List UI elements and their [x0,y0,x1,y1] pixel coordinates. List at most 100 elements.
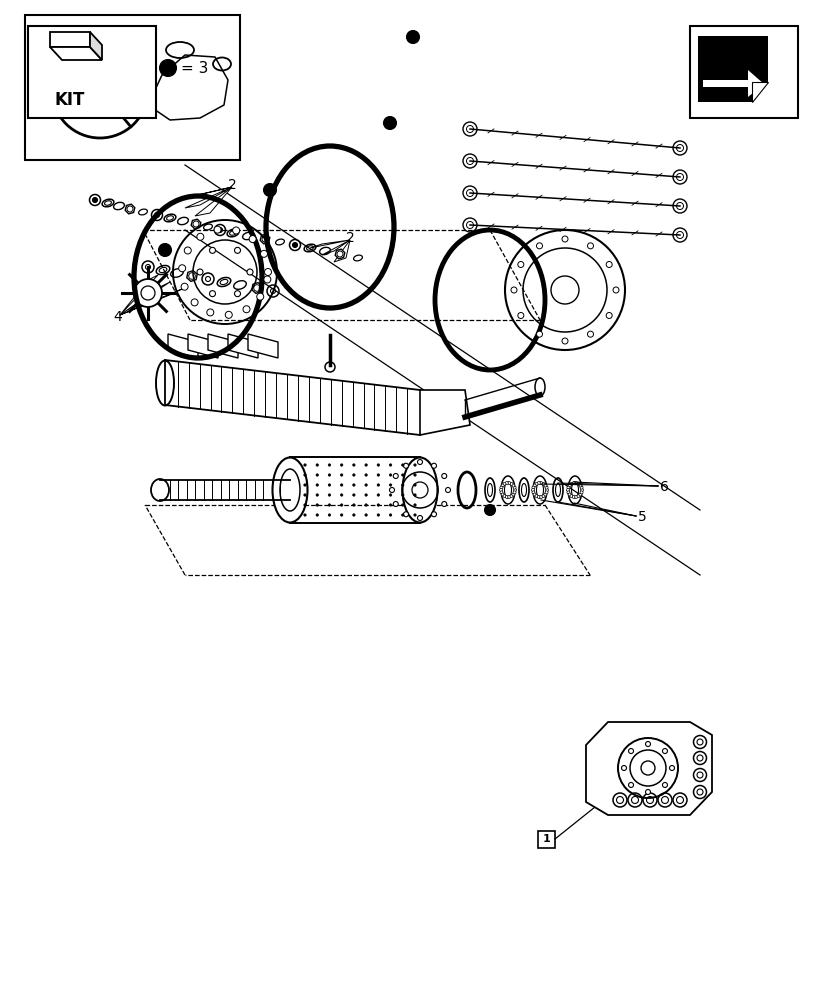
Circle shape [389,474,391,476]
Polygon shape [248,334,278,358]
Circle shape [442,474,447,479]
Circle shape [612,287,619,293]
Circle shape [191,299,198,306]
Polygon shape [50,47,102,60]
Circle shape [507,482,510,485]
Circle shape [264,276,270,283]
Circle shape [213,226,221,233]
Circle shape [544,491,547,494]
Circle shape [209,247,215,253]
Circle shape [576,495,579,498]
Circle shape [539,495,542,498]
Circle shape [376,484,379,486]
Circle shape [401,514,404,516]
Circle shape [389,504,391,506]
Circle shape [534,495,538,498]
Circle shape [414,484,416,486]
Circle shape [376,494,379,496]
Polygon shape [120,275,158,315]
Polygon shape [697,36,767,102]
Circle shape [414,474,416,476]
Circle shape [574,482,577,485]
Polygon shape [335,249,344,259]
Circle shape [304,514,306,516]
Circle shape [543,493,546,496]
Circle shape [376,464,379,466]
Polygon shape [188,334,218,358]
Circle shape [578,484,581,487]
Text: 4: 4 [113,310,122,324]
Circle shape [393,502,398,506]
Circle shape [179,265,185,272]
Circle shape [544,486,547,489]
Circle shape [545,488,547,491]
Circle shape [234,291,240,297]
Polygon shape [90,32,102,60]
Circle shape [304,484,306,486]
Bar [538,831,554,848]
Circle shape [569,495,572,498]
Polygon shape [168,334,198,358]
Polygon shape [751,82,767,102]
Circle shape [502,482,505,485]
Circle shape [352,464,355,466]
Circle shape [531,488,534,491]
Circle shape [352,474,355,476]
Circle shape [414,514,416,516]
Circle shape [542,495,544,498]
Circle shape [181,283,188,290]
Circle shape [232,227,239,234]
Circle shape [389,484,391,486]
Circle shape [669,766,674,770]
Circle shape [393,474,398,479]
Circle shape [507,495,510,498]
Polygon shape [419,390,470,435]
Circle shape [571,482,575,485]
Circle shape [605,312,611,318]
Circle shape [327,494,330,496]
Circle shape [500,493,504,496]
Circle shape [513,486,515,489]
Circle shape [184,247,191,254]
Circle shape [566,486,569,489]
Circle shape [246,269,253,275]
Circle shape [567,493,571,496]
Circle shape [566,491,569,494]
Circle shape [316,514,318,516]
Circle shape [566,488,569,491]
Circle shape [365,504,367,506]
Circle shape [403,512,408,517]
Polygon shape [322,240,350,255]
Circle shape [569,482,572,485]
Circle shape [407,31,418,43]
Circle shape [509,495,513,498]
Text: 2: 2 [345,231,354,245]
Circle shape [534,482,538,485]
Circle shape [485,505,495,515]
Circle shape [327,474,330,476]
Circle shape [340,484,342,486]
Circle shape [537,482,540,485]
Circle shape [543,484,546,487]
Circle shape [340,514,342,516]
Circle shape [417,460,422,464]
Circle shape [327,484,330,486]
Circle shape [218,228,222,233]
Polygon shape [195,187,232,216]
Circle shape [403,463,408,468]
Circle shape [93,198,98,203]
Circle shape [567,484,571,487]
Circle shape [414,464,416,466]
Circle shape [225,311,232,318]
Circle shape [533,484,536,487]
Circle shape [401,464,404,466]
Circle shape [256,293,264,300]
Circle shape [160,60,176,76]
Circle shape [316,474,318,476]
Circle shape [414,494,416,496]
Circle shape [580,488,583,491]
Circle shape [316,484,318,486]
Polygon shape [125,204,135,214]
Circle shape [562,236,567,242]
Circle shape [539,482,542,485]
